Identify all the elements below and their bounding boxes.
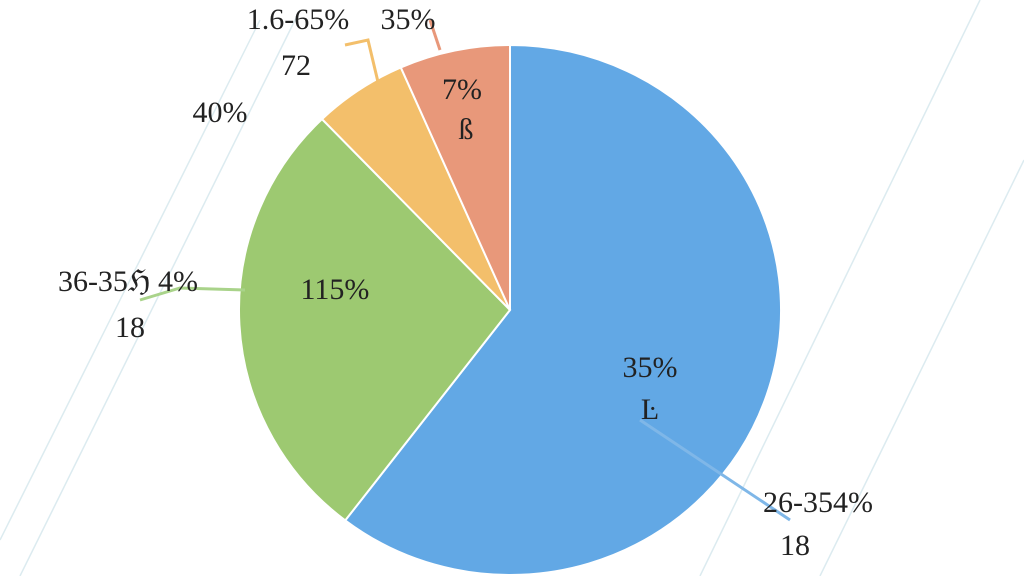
decor-line [0, 19, 261, 541]
labels: 35% Ŀ 115% 7% ß 26-354% 18 36-35ℌ 4% 18 40% 1.6-65… [58, 3, 873, 562]
leader-line [344, 38, 380, 83]
annotation: ß [459, 113, 474, 146]
slice [399, 43, 511, 311]
annotation: 72 [281, 49, 311, 82]
slice [238, 117, 512, 522]
decor-line [819, 159, 1024, 576]
leader-line [639, 418, 791, 522]
decor-line [699, 0, 981, 576]
annotation: 1.6-65% [247, 3, 349, 36]
leader-lines [139, 19, 791, 522]
annotation: 26-354% [763, 486, 873, 519]
annotation: Ŀ [641, 393, 659, 426]
leader-line [428, 19, 442, 51]
annotation: 35% [381, 3, 436, 36]
annotation: 35% [623, 351, 678, 384]
slices [238, 43, 782, 576]
annotation: 18 [780, 529, 810, 562]
annotation: 36-35ℌ 4% [58, 265, 198, 298]
annotation: 115% [301, 273, 370, 306]
annotation: 18 [115, 311, 145, 344]
annotation: 40% [193, 96, 248, 129]
annotation: 7% [442, 73, 482, 106]
leader-line [139, 286, 246, 302]
